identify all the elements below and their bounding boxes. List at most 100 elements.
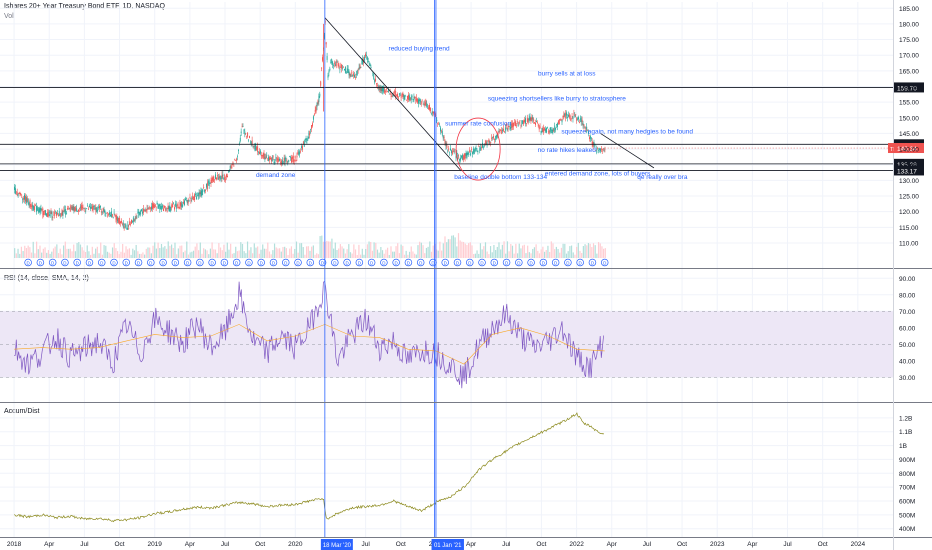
- volume-bar: [52, 248, 55, 258]
- candle-body: [415, 99, 417, 101]
- candle-body: [44, 210, 46, 212]
- candle-body: [90, 207, 92, 209]
- candle-body: [144, 209, 146, 212]
- volume-bar: [73, 244, 75, 258]
- volume-bar: [393, 251, 395, 258]
- candle-body: [139, 212, 141, 215]
- candle-body: [511, 122, 513, 128]
- volume-bar: [268, 251, 271, 258]
- rsi-ma-line: [14, 324, 605, 365]
- candle-body: [119, 217, 121, 225]
- volume-bar: [466, 244, 468, 258]
- volume-bar: [231, 253, 233, 258]
- candle-body: [292, 155, 294, 163]
- candle-body: [527, 118, 529, 122]
- candle-body: [224, 174, 226, 181]
- volume-bar: [61, 254, 63, 258]
- volume-bar: [311, 246, 313, 258]
- dividend-badge-label: D: [186, 261, 190, 266]
- candle-body: [242, 126, 244, 127]
- candle-body: [477, 150, 479, 152]
- candle-body: [354, 74, 356, 78]
- dividend-badge-label: D: [480, 261, 484, 266]
- candle-body: [281, 159, 283, 165]
- dividend-badge-label: D: [211, 261, 215, 266]
- candle-body: [302, 141, 304, 145]
- candle-body: [97, 210, 99, 212]
- candle-body: [308, 133, 310, 135]
- candle-body: [165, 208, 167, 210]
- candle-body: [102, 207, 104, 211]
- volume-bar: [95, 248, 97, 258]
- candle-body: [494, 139, 496, 141]
- candle-body: [455, 156, 457, 158]
- dividend-d-icon: [355, 258, 364, 267]
- chart-annotation: squeeze again, not many hedgies to be fo…: [561, 128, 693, 135]
- candle-body: [412, 99, 414, 101]
- price-axis-tick: 175.00: [899, 37, 919, 44]
- candle-body: [513, 122, 515, 127]
- volume-bar: [383, 253, 385, 258]
- annotations[interactable]: reduced buying trend burry sells at at lo…: [256, 0, 693, 538]
- candle-body: [291, 156, 293, 159]
- candle-body: [146, 208, 148, 211]
- candle-body: [482, 142, 483, 148]
- candle-body: [425, 99, 427, 106]
- time-axis-tick: 2024: [851, 541, 866, 548]
- candle-body: [241, 126, 243, 127]
- candle-body: [255, 145, 257, 152]
- candle-body: [161, 205, 163, 210]
- dividend-d-icon: [97, 258, 106, 267]
- candle-body: [599, 148, 600, 150]
- candle-body: [37, 210, 39, 212]
- candle-body: [520, 124, 522, 126]
- candle-body: [176, 205, 178, 207]
- candle-body: [220, 177, 222, 179]
- rsi-panel[interactable]: [0, 281, 893, 389]
- candle-body: [476, 151, 478, 152]
- candle-body: [96, 207, 98, 212]
- candle-body: [25, 196, 26, 202]
- candle-body: [34, 206, 36, 211]
- time-axis-tick: Jul: [502, 541, 511, 548]
- volume-bar: [522, 245, 524, 258]
- volume-bar: [262, 244, 264, 258]
- time-axis-tick: 2022: [569, 541, 584, 548]
- volume-bar: [111, 247, 114, 258]
- volume-bar: [196, 243, 198, 258]
- volume-bar: [441, 250, 443, 258]
- candle-body: [310, 129, 312, 131]
- candle-body: [599, 148, 601, 152]
- candle-body: [204, 189, 206, 192]
- volume-bar: [15, 253, 17, 258]
- volume-bar: [447, 239, 449, 258]
- candle-body: [18, 193, 20, 194]
- candle-body: [147, 207, 149, 209]
- accum-dist-axis-tick: 800M: [899, 471, 915, 478]
- volume-bar: [569, 246, 571, 258]
- accum-dist-panel[interactable]: [13, 412, 605, 523]
- rsi-axis-tick: 60.00: [899, 325, 916, 332]
- price-axis-tick: 150.00: [899, 115, 919, 122]
- candle-body: [180, 202, 182, 207]
- candle-body: [217, 177, 219, 180]
- price-axis-tick: 110.00: [899, 240, 919, 247]
- candle-body: [587, 129, 589, 131]
- candle-body: [191, 197, 193, 200]
- candle-body: [400, 97, 402, 98]
- candle-body: [62, 211, 64, 216]
- time-axis-tick: Oct: [396, 541, 406, 548]
- candle-body: [65, 209, 67, 215]
- candle-body: [259, 150, 261, 154]
- candle-body: [532, 117, 534, 120]
- candle-body: [471, 148, 473, 150]
- candle-body: [419, 99, 421, 103]
- volume-bar: [356, 254, 358, 258]
- candle-body: [451, 150, 452, 153]
- candle-body: [510, 123, 512, 129]
- accum-dist-label[interactable]: Accum/Dist: [4, 408, 40, 415]
- dividend-d-icon: [183, 258, 192, 267]
